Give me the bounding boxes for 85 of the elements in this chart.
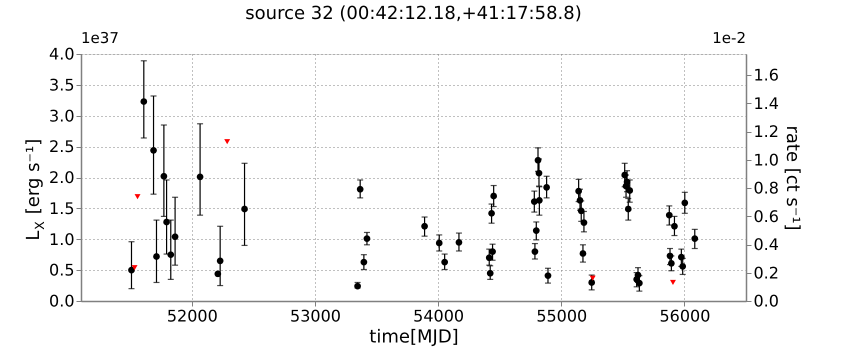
point — [666, 212, 673, 219]
point — [214, 270, 222, 278]
point — [436, 240, 443, 246]
point — [543, 184, 550, 191]
point — [160, 172, 168, 180]
y2-tick-label: 1.4 — [754, 94, 779, 113]
point — [681, 199, 688, 206]
point — [588, 279, 596, 286]
y-tick-label: 0.0 — [49, 292, 74, 310]
point — [364, 235, 370, 242]
x-tick-label: 56000 — [659, 306, 710, 326]
point — [488, 210, 495, 217]
y2-axis-title: rate [ct s⁻¹] — [782, 125, 803, 231]
y2-tick-label: 0.4 — [754, 235, 779, 254]
point — [360, 258, 368, 266]
point — [172, 233, 178, 240]
x-tick-label: 52000 — [166, 306, 218, 326]
point — [534, 156, 542, 164]
point — [224, 139, 230, 144]
text: 1e-2 — [712, 29, 746, 47]
point — [578, 208, 585, 214]
point — [134, 194, 140, 200]
point — [624, 178, 630, 186]
point — [626, 187, 634, 194]
point — [128, 266, 135, 274]
point — [590, 276, 596, 281]
point — [532, 227, 540, 234]
y2-tick-label: 0.0 — [754, 292, 779, 310]
point — [691, 235, 698, 242]
point — [624, 206, 632, 212]
point — [532, 248, 538, 255]
x-axis-title: time[MJD] — [369, 326, 459, 348]
point — [441, 258, 448, 266]
point — [679, 263, 686, 270]
point — [670, 280, 676, 286]
point — [132, 265, 138, 270]
point — [634, 272, 642, 278]
y-axis-title: LX [erg s⁻¹] — [23, 138, 47, 241]
y2-tick-label: 1.2 — [754, 122, 779, 142]
chart-title: source 32 (00:42:12.18,+41:17:58.8) — [245, 3, 582, 24]
point — [678, 254, 685, 261]
y-tick-label: 3.0 — [49, 106, 74, 126]
point — [671, 222, 678, 230]
point — [668, 260, 675, 267]
point — [544, 272, 552, 280]
point — [486, 270, 494, 277]
x-tick-label: 53000 — [290, 306, 341, 326]
point — [153, 253, 160, 260]
point — [421, 222, 428, 230]
point — [356, 186, 364, 193]
point — [216, 258, 224, 264]
text: 1e37 — [81, 29, 119, 47]
y-tick-label: 3.5 — [49, 75, 74, 94]
point — [150, 146, 157, 154]
point — [196, 174, 204, 180]
point — [167, 251, 174, 258]
y2-tick-label: 0.6 — [754, 206, 779, 226]
point — [536, 170, 542, 177]
y2-tick-label: 1.0 — [754, 150, 779, 170]
point — [636, 280, 643, 286]
point — [575, 188, 582, 194]
y2-tick-label: 0.8 — [754, 178, 779, 198]
y-tick-label: 4.0 — [49, 44, 74, 64]
x-tick-label: 54000 — [413, 306, 464, 326]
y-tick-label: 2.5 — [49, 137, 74, 156]
point — [576, 197, 584, 204]
point — [241, 206, 248, 212]
y-tick-label: 2.0 — [49, 168, 74, 187]
y-tick-label: 1.0 — [49, 230, 74, 249]
y2-tick-label: 0.2 — [754, 263, 779, 282]
point — [140, 98, 148, 105]
point — [580, 250, 586, 257]
y2-tick-label: 1.6 — [754, 66, 779, 85]
point — [666, 252, 674, 260]
point — [490, 192, 498, 200]
point — [456, 238, 462, 246]
point — [621, 172, 628, 178]
x-tick-label: 55000 — [536, 306, 588, 326]
point — [489, 248, 496, 255]
point — [486, 254, 493, 262]
y-tick-label: 0.5 — [49, 260, 74, 280]
point — [580, 219, 588, 226]
point — [163, 218, 170, 226]
point — [536, 197, 543, 204]
y-tick-label: 1.5 — [49, 198, 74, 218]
